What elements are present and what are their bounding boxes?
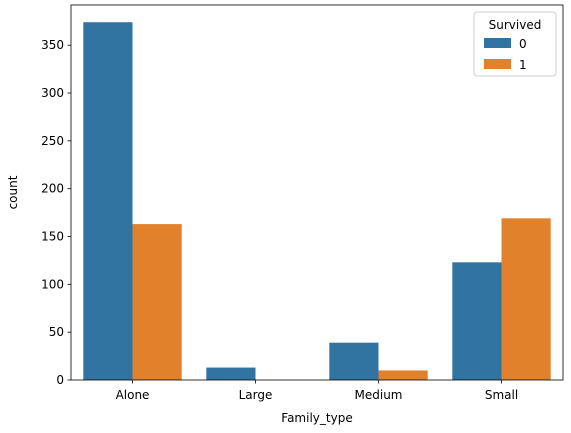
plot-frame <box>70 4 564 381</box>
y-tick-label: 350 <box>41 38 64 52</box>
bar-alone-survived-1 <box>132 224 182 380</box>
y-axis-label: count <box>6 175 20 209</box>
bar-medium-survived-0 <box>329 342 379 380</box>
legend: Survived 01 <box>473 11 557 77</box>
y-tick-label: 150 <box>41 230 64 244</box>
legend-items: 01 <box>484 37 527 72</box>
x-tick-label-large: Large <box>239 388 273 402</box>
y-tick-label: 50 <box>49 325 64 339</box>
y-tick-label: 250 <box>41 134 64 148</box>
y-tick-label: 200 <box>41 182 64 196</box>
y-tick-label: 100 <box>41 277 64 291</box>
legend-title: Survived <box>489 18 542 32</box>
x-tick-label-medium: Medium <box>355 388 403 402</box>
y-tick-label: 300 <box>41 86 64 100</box>
legend-label-0: 0 <box>519 37 527 51</box>
axes-layer <box>70 4 564 381</box>
y-ticks: 0 50 100 150 200 250 300 350 <box>41 38 71 387</box>
legend-swatch-1 <box>484 59 511 69</box>
bars-layer <box>83 22 551 380</box>
x-ticks: Alone Large Medium Small <box>116 380 518 402</box>
bar-alone-survived-0 <box>83 22 133 380</box>
bar-small-survived-0 <box>452 262 502 380</box>
legend-label-1: 1 <box>519 58 527 72</box>
bar-medium-survived-1 <box>378 370 428 380</box>
bar-small-survived-1 <box>501 218 551 380</box>
x-axis-label: Family_type <box>281 411 352 425</box>
legend-swatch-0 <box>484 38 511 48</box>
bar-large-survived-0 <box>206 367 256 380</box>
x-tick-label-alone: Alone <box>116 388 150 402</box>
y-tick-label: 0 <box>56 373 64 387</box>
x-tick-label-small: Small <box>485 388 518 402</box>
